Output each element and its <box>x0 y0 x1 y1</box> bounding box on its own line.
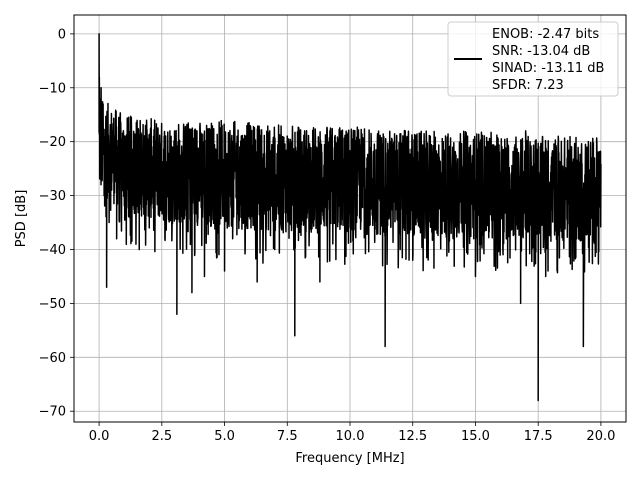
y-tick-label: −70 <box>39 405 66 420</box>
x-tick-label: 2.5 <box>151 429 172 444</box>
y-axis: 0 −10 −20 −30 −40 −50 −60 −70 <box>39 27 74 420</box>
y-tick-label: −60 <box>39 351 66 366</box>
x-axis: 0.0 2.5 5.0 7.5 10.0 12.5 15.0 17.5 20.0 <box>89 422 615 444</box>
y-tick-label: −10 <box>39 81 66 96</box>
x-axis-label: Frequency [MHz] <box>295 451 404 466</box>
y-tick-label: −20 <box>39 135 66 150</box>
x-tick-label: 10.0 <box>336 429 365 444</box>
psd-series-line <box>98 33 602 402</box>
psd-trace <box>98 33 602 402</box>
x-tick-label: 20.0 <box>586 429 615 444</box>
legend-line-sfdr: SFDR: 7.23 <box>492 78 564 93</box>
legend-line-sinad: SINAD: -13.11 dB <box>492 61 604 76</box>
legend: ENOB: -2.47 bits SNR: -13.04 dB SINAD: -… <box>447 21 619 97</box>
x-tick-label: 7.5 <box>277 429 298 444</box>
legend-box <box>447 21 619 97</box>
y-tick-label: 0 <box>58 27 66 42</box>
x-tick-label: 5.0 <box>214 429 235 444</box>
y-axis-label: PSD [dB] <box>14 190 29 248</box>
y-tick-label: −40 <box>39 243 66 258</box>
x-tick-label: 12.5 <box>398 429 427 444</box>
x-tick-label: 0.0 <box>89 429 110 444</box>
y-tick-label: −30 <box>39 189 66 204</box>
x-tick-label: 17.5 <box>524 429 553 444</box>
legend-line-snr: SNR: -13.04 dB <box>492 44 590 59</box>
x-tick-label: 15.0 <box>461 429 490 444</box>
legend-line-enob: ENOB: -2.47 bits <box>492 27 599 42</box>
y-tick-label: −50 <box>39 297 66 312</box>
